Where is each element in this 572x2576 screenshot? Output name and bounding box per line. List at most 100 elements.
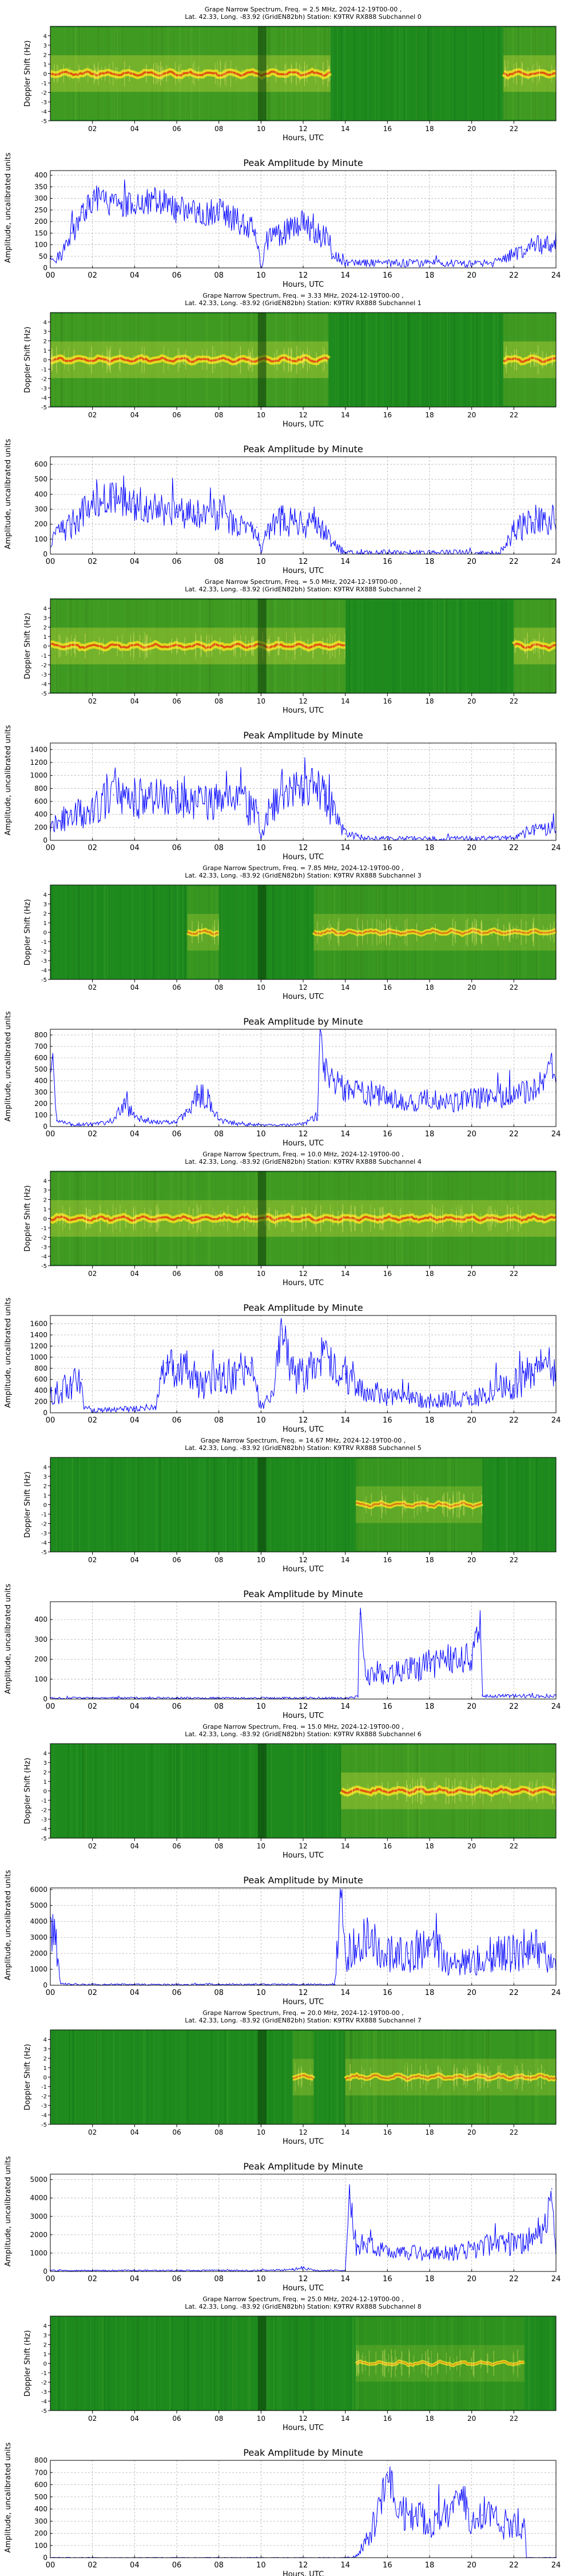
y-axis-label: Amplitude, uncalibrated units <box>4 1583 13 1694</box>
spectrum-streak <box>361 599 363 693</box>
spectrum-streak <box>234 2316 235 2411</box>
x-tick-label: 08 <box>214 2415 223 2423</box>
spectrum-streak <box>241 2316 243 2411</box>
spectrum-streak <box>168 1744 169 1838</box>
spectrum-streak <box>438 599 439 693</box>
spectrum-streak <box>80 885 82 979</box>
amplitude-point <box>197 1384 198 1386</box>
spectrum-streak <box>339 1457 341 1552</box>
amplitude-point <box>92 197 93 199</box>
spectrum-flutter <box>431 2351 432 2376</box>
x-tick-label: 02 <box>88 1556 97 1564</box>
x-tick-label: 22 <box>510 983 518 991</box>
spectrum-flutter <box>408 2349 410 2377</box>
x-tick-label: 20 <box>467 1556 476 1564</box>
spectrum-streak <box>366 313 368 407</box>
spectrum-flutter <box>206 350 208 370</box>
y-tick-label: 3 <box>43 2333 47 2339</box>
spectrum-streak <box>459 313 462 407</box>
spectrum-streak <box>349 599 351 693</box>
spectrum-flutter <box>330 1204 331 1232</box>
spectrum-streak <box>527 1457 529 1552</box>
y-tick-label: -3 <box>41 1244 47 1251</box>
spectrum-streak <box>59 2316 60 2411</box>
x-tick-label: 04 <box>130 411 139 419</box>
spectrum-streak <box>432 26 434 121</box>
spectrum-streak <box>146 1744 147 1838</box>
spectrum-streak <box>144 885 146 979</box>
amplitude-point <box>281 1329 283 1330</box>
spectrum-streak <box>329 2030 330 2124</box>
y-tick-label: 0 <box>43 1123 47 1131</box>
spectrum-streak <box>413 599 414 693</box>
x-tick-label: 22 <box>510 125 518 133</box>
spectrum-streak <box>184 2030 185 2124</box>
spectrum-flutter <box>518 2069 519 2085</box>
amplitude-point <box>218 515 220 516</box>
amplitude-point <box>471 1961 472 1962</box>
spectrum-streak <box>232 1457 233 1552</box>
spectrum-streak <box>378 313 379 407</box>
amplitude-point <box>81 1378 83 1380</box>
x-tick-label: 00 <box>46 1702 55 1711</box>
spectrum-streak <box>202 1744 204 1838</box>
spectrum-streak <box>214 2316 215 2411</box>
y-tick-label: 400 <box>34 1386 47 1394</box>
spectrum-streak <box>378 26 379 121</box>
spectrum-flutter <box>390 1215 391 1222</box>
amplitude-point <box>471 2520 472 2522</box>
spectrum-streak <box>265 2316 268 2411</box>
spectrum-streak <box>431 26 433 121</box>
y-tick-label: -5 <box>41 977 47 983</box>
spectrum-flutter <box>62 1206 63 1231</box>
y-axis-label: Amplitude, uncalibrated units <box>4 1870 13 1980</box>
amplitude-point <box>429 263 430 264</box>
spectrum-streak <box>108 885 109 979</box>
y-tick-label: -4 <box>41 1540 47 1547</box>
spectrum-streak <box>456 599 459 693</box>
y-tick-label: -2 <box>41 949 47 955</box>
spectrum-flutter <box>275 1210 276 1227</box>
spectrum-streak <box>192 1457 193 1552</box>
amplitude-point <box>359 1613 361 1614</box>
spectrum-flutter <box>382 2350 383 2377</box>
spectrum-flutter <box>273 1214 274 1223</box>
spectrum-flutter <box>67 69 69 78</box>
y-tick-label: 100 <box>34 1675 47 1683</box>
x-tick-label: 18 <box>425 1842 434 1850</box>
spectrum-flutter <box>133 354 134 365</box>
amplitude-point <box>197 1094 198 1095</box>
amplitude-point <box>492 552 494 554</box>
spectrum-streak <box>327 2316 328 2411</box>
spectrum-streak <box>523 1457 525 1552</box>
x-tick-label: 02 <box>88 1989 97 1997</box>
spectrum-flutter <box>513 2352 514 2375</box>
spectrum-streak <box>170 2316 172 2411</box>
spectrum-flutter <box>535 1783 537 1799</box>
spectrum-streak <box>470 313 472 407</box>
x-tick-label: 06 <box>172 983 181 991</box>
spectrum-flutter <box>514 638 515 654</box>
y-tick-label: 150 <box>34 229 47 237</box>
amplitude-point <box>366 1390 367 1392</box>
spectrum-flutter <box>142 642 143 650</box>
spectrum-streak <box>283 2316 284 2411</box>
spectrum-flutter <box>185 350 186 370</box>
spectrum-streak <box>146 2316 148 2411</box>
spectrum-flutter <box>336 642 337 650</box>
amplitude-point <box>408 2514 410 2516</box>
x-tick-label: 04 <box>130 125 139 133</box>
spectrum-streak <box>493 313 494 407</box>
spectrum-streak <box>454 26 456 121</box>
spectrum-flutter <box>328 65 329 82</box>
spectrum-streak <box>337 1744 338 1838</box>
y-tick-label: -1 <box>41 1798 47 1804</box>
y-tick-label: 250 <box>34 206 47 214</box>
x-tick-label: 04 <box>130 1989 140 1997</box>
spectrum-streak <box>445 26 447 121</box>
spectrum-flutter <box>332 1211 333 1226</box>
amplitude-point <box>450 1398 451 1400</box>
spectrum-streak <box>352 2316 353 2411</box>
spectrum-flutter <box>352 1786 353 1796</box>
spectrum-streak <box>247 2316 248 2411</box>
